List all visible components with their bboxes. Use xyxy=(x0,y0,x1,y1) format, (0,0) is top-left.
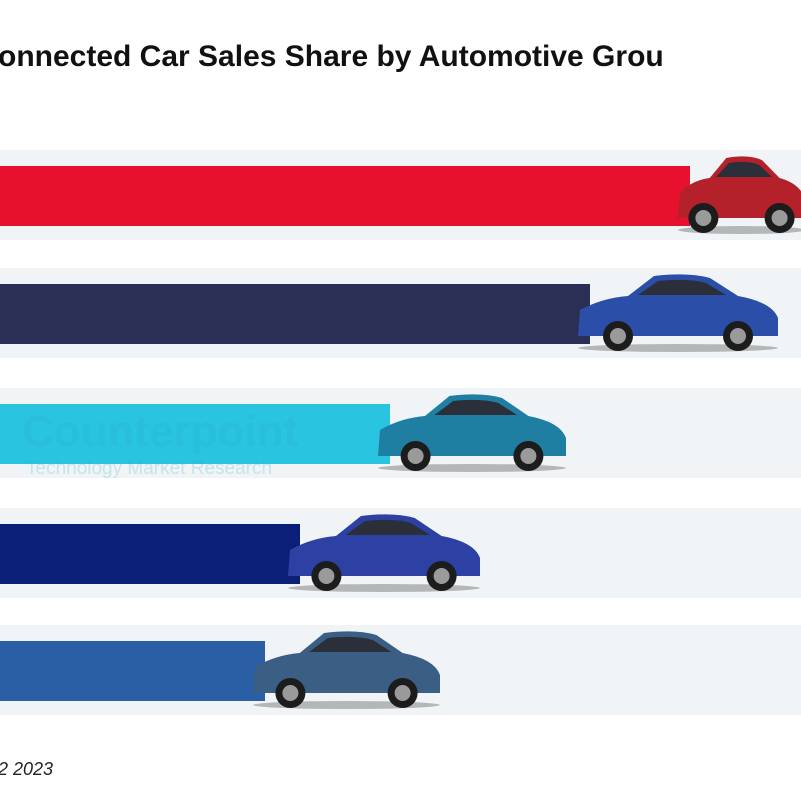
car-rim xyxy=(695,210,712,226)
bar xyxy=(0,166,690,226)
car-rim xyxy=(433,568,450,584)
car-body xyxy=(578,274,778,336)
car-window xyxy=(434,399,518,415)
car-rim xyxy=(394,685,411,701)
watermark-brand: Counterpoint xyxy=(22,407,299,456)
car xyxy=(378,394,566,472)
car-body xyxy=(678,156,801,218)
car-rim xyxy=(318,568,335,584)
car-window xyxy=(638,279,726,295)
car-rim xyxy=(730,328,746,344)
car xyxy=(678,156,801,234)
car-rim xyxy=(610,328,626,344)
car-window xyxy=(716,161,772,177)
car xyxy=(288,514,480,592)
car-window xyxy=(309,636,392,652)
car-rim xyxy=(407,448,424,464)
car xyxy=(253,631,440,709)
rows xyxy=(0,150,801,715)
bar xyxy=(0,284,590,344)
bar xyxy=(0,641,265,701)
car-window xyxy=(345,519,431,535)
watermark-tagline: Technology Market Research xyxy=(26,458,272,479)
car-body xyxy=(288,514,480,576)
bar xyxy=(0,404,390,464)
bar xyxy=(0,524,300,584)
car-rim xyxy=(520,448,537,464)
car-rim xyxy=(771,210,788,226)
car-rim xyxy=(282,685,299,701)
car xyxy=(578,274,778,352)
car-body xyxy=(253,631,440,693)
footnote: 2 2023 xyxy=(0,759,53,779)
title: onnected Car Sales Share by Automotive G… xyxy=(0,40,664,73)
car-body xyxy=(378,394,566,456)
